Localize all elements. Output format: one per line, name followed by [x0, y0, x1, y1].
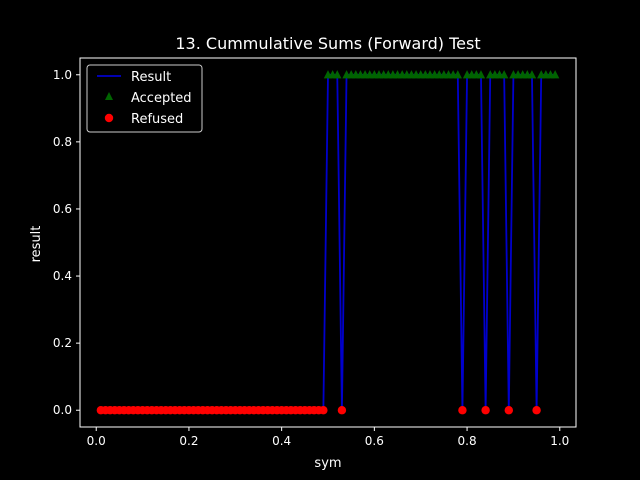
legend-result-label: Result	[131, 70, 171, 85]
x-tick-label: 1.0	[550, 434, 569, 448]
axes: 0.0 0.2 0.4 0.6 0.8 1.0 0.0 0.2 0.4 0.6 0.8 1.0	[53, 57, 577, 448]
accepted-point	[499, 70, 509, 79]
refused-point	[504, 406, 513, 415]
y-tick-label: 0.2	[53, 336, 72, 350]
x-tick-label: 0.4	[272, 434, 291, 448]
x-tick-label: 0.2	[179, 434, 198, 448]
legend-accepted-swatch	[105, 92, 113, 100]
legend: Result Accepted Refused	[86, 64, 203, 133]
x-tick-label: 0.0	[87, 434, 106, 448]
accepted-point	[550, 70, 560, 79]
legend-accepted-label: Accepted	[131, 91, 192, 106]
legend-refused-swatch	[104, 113, 114, 123]
y-tick-label: 1.0	[53, 68, 72, 82]
x-tick-label: 0.6	[365, 434, 384, 448]
y-tick-label: 0.4	[53, 269, 72, 283]
accepted-point	[527, 70, 537, 79]
y-tick-label: 0.8	[53, 135, 72, 149]
axes-frame	[79, 57, 577, 428]
legend-box	[86, 64, 203, 133]
accepted-point	[333, 70, 342, 79]
y-tick-label: 0.6	[53, 202, 72, 216]
y-tick-label: 0.0	[53, 403, 72, 417]
refused-point	[458, 406, 467, 415]
refused-point	[481, 406, 490, 415]
refused-point	[532, 406, 541, 415]
accepted-point	[476, 70, 486, 79]
accepted-point	[453, 70, 462, 79]
plot-area	[96, 70, 560, 415]
chart-title: 13. Cummulative Sums (Forward) Test	[175, 34, 480, 53]
refused-point	[319, 406, 328, 415]
legend-refused-label: Refused	[131, 112, 183, 127]
x-tick-label: 0.8	[458, 434, 477, 448]
y-axis-label: result	[29, 226, 44, 263]
refused-point	[337, 406, 347, 415]
x-axis-label: sym	[314, 456, 341, 471]
